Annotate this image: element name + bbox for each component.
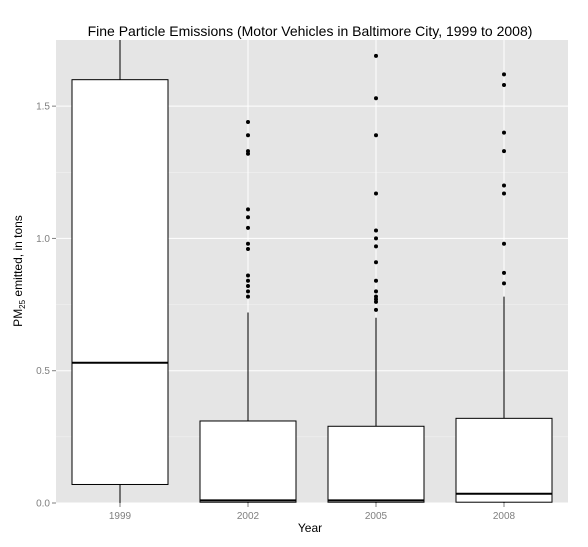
outlier-point bbox=[246, 247, 250, 252]
x-tick-label: 2005 bbox=[365, 511, 388, 522]
boxes-group bbox=[71, 40, 553, 503]
outlier-point bbox=[246, 241, 250, 246]
outlier-point bbox=[246, 225, 250, 230]
outlier-point bbox=[246, 278, 250, 283]
outlier-point bbox=[502, 130, 506, 135]
outlier-point bbox=[246, 120, 250, 125]
outlier-point bbox=[246, 273, 250, 278]
y-axis-title-rest: emitted, in tons bbox=[11, 215, 25, 300]
y-tick-label: 1.0 bbox=[36, 234, 50, 245]
x-tick-label: 2002 bbox=[237, 511, 260, 522]
outlier-point bbox=[374, 53, 378, 58]
x-axis: 1999 2002 2005 2008 bbox=[109, 503, 516, 522]
outlier-point bbox=[374, 236, 378, 241]
outlier-point bbox=[374, 294, 378, 299]
outlier-point bbox=[502, 72, 506, 77]
outlier-point bbox=[502, 149, 506, 154]
box-body bbox=[71, 79, 169, 485]
y-tick-label: 1.5 bbox=[36, 102, 50, 113]
outlier-point bbox=[502, 183, 506, 188]
outlier-point bbox=[246, 284, 250, 289]
y-axis: 0.0 0.5 1.0 1.5 bbox=[36, 102, 56, 510]
box-1999 bbox=[71, 40, 169, 503]
outlier-point bbox=[246, 133, 250, 138]
outlier-point bbox=[374, 191, 378, 196]
outlier-point bbox=[246, 207, 250, 212]
outlier-point bbox=[374, 244, 378, 249]
box-body bbox=[455, 417, 553, 503]
box-2002 bbox=[199, 120, 297, 503]
y-axis-title-main: PM bbox=[11, 309, 25, 327]
box-2008 bbox=[455, 72, 553, 503]
x-tick-label: 1999 bbox=[109, 511, 132, 522]
y-axis-title-subscript: 25 bbox=[18, 299, 27, 308]
outlier-point bbox=[246, 289, 250, 294]
outlier-point bbox=[374, 228, 378, 233]
outlier-point bbox=[246, 149, 250, 154]
outlier-point bbox=[374, 260, 378, 265]
y-tick-label: 0.0 bbox=[36, 499, 50, 510]
outlier-point bbox=[374, 133, 378, 138]
outlier-point bbox=[502, 241, 506, 246]
outlier-point bbox=[246, 294, 250, 299]
box-body bbox=[199, 420, 297, 503]
outlier-point bbox=[374, 96, 378, 101]
y-tick-label: 0.5 bbox=[36, 366, 50, 377]
outlier-point bbox=[374, 278, 378, 283]
x-axis-title: Year bbox=[298, 521, 322, 535]
outlier-point bbox=[374, 289, 378, 294]
x-tick-label: 2008 bbox=[493, 511, 516, 522]
outlier-point bbox=[502, 191, 506, 196]
box-2005 bbox=[327, 53, 425, 503]
chart-title: Fine Particle Emissions (Motor Vehicles … bbox=[88, 23, 533, 39]
box-body bbox=[327, 425, 425, 503]
outlier-point bbox=[502, 281, 506, 286]
outlier-point bbox=[374, 307, 378, 312]
outlier-point bbox=[502, 270, 506, 275]
outlier-point bbox=[502, 82, 506, 87]
y-axis-title: PM25 emitted, in tons bbox=[11, 215, 27, 327]
outlier-point bbox=[246, 215, 250, 220]
